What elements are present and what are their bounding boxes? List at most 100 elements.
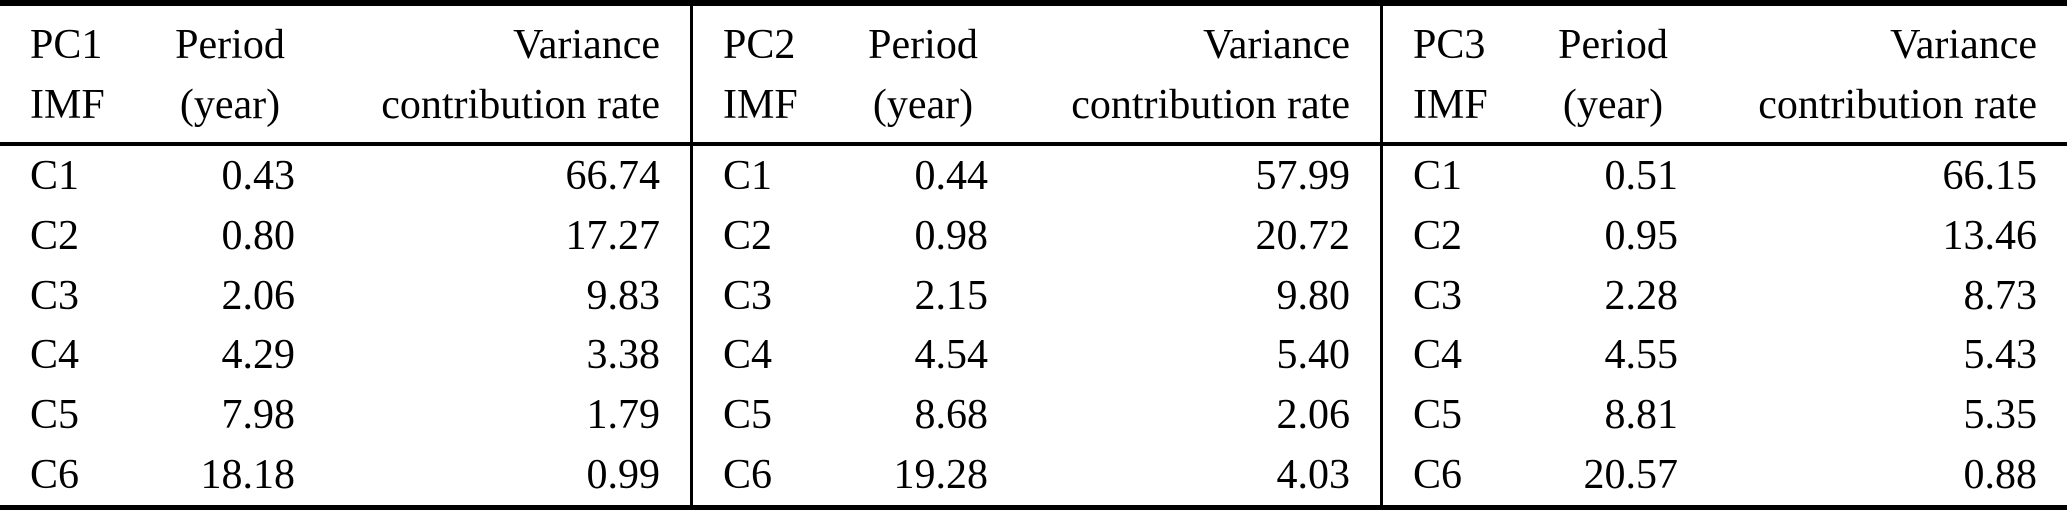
- cell-period: 4.54: [914, 332, 989, 379]
- header-period-label: Period: [868, 22, 978, 68]
- row-pc3-c5: C5 8.81 5.35: [1383, 385, 2067, 445]
- row-pc2-c4: C4 4.54 5.40: [693, 325, 1380, 385]
- cell-imf: C3: [1413, 272, 1463, 319]
- cell-variance: 9.80: [1276, 272, 1351, 319]
- row-pc2-c1: C1 0.44 57.99: [693, 146, 1380, 206]
- cell-period: 4.55: [1604, 332, 1679, 379]
- row-pc2-c2: C2 0.98 20.72: [693, 206, 1380, 266]
- header-period-label: Period: [1558, 22, 1668, 68]
- cell-variance: 5.35: [1963, 392, 2038, 439]
- header-variance-sublabel: contribution rate: [381, 82, 660, 128]
- cell-imf: C4: [30, 332, 80, 379]
- header-variance-label: Variance: [1203, 22, 1350, 68]
- panel-pc1-body: C1 0.43 66.74 C2 0.80 17.27 C3 2.06 9.83…: [0, 146, 690, 505]
- cell-imf: C6: [30, 452, 80, 499]
- cell-period: 2.06: [221, 272, 296, 319]
- cell-period: 2.28: [1604, 272, 1679, 319]
- cell-imf: C5: [1413, 392, 1463, 439]
- row-pc1-c4: C4 4.29 3.38: [0, 325, 690, 385]
- table-bottom-rule: [0, 505, 2067, 510]
- row-pc3-c3: C3 2.28 8.73: [1383, 266, 2067, 326]
- row-pc3-c6: C6 20.57 0.88: [1383, 445, 2067, 505]
- cell-period: 0.95: [1604, 212, 1679, 259]
- row-pc2-c3: C3 2.15 9.80: [693, 266, 1380, 326]
- header-period-label: Period: [175, 22, 285, 68]
- cell-imf: C2: [1413, 212, 1463, 259]
- cell-period: 0.80: [221, 212, 296, 259]
- panel-pc1-header: PC1 IMF Period (year) Variance contribut…: [0, 6, 690, 146]
- panel-pc3-header: PC3 IMF Period (year) Variance contribut…: [1383, 6, 2067, 146]
- cell-variance: 8.73: [1963, 272, 2038, 319]
- cell-variance: 2.06: [1276, 392, 1351, 439]
- panel-pc2-header: PC2 IMF Period (year) Variance contribut…: [693, 6, 1380, 146]
- cell-period: 4.29: [221, 332, 296, 379]
- cell-variance: 13.46: [1942, 212, 2038, 259]
- header-variance-pc1: Variance contribution rate: [295, 15, 690, 135]
- cell-variance: 0.88: [1963, 452, 2038, 499]
- header-period-pc3: Period (year): [1548, 15, 1678, 135]
- header-period-unit: (year): [1562, 82, 1664, 128]
- header-imf-label: IMF: [723, 82, 798, 128]
- cell-variance: 3.38: [586, 332, 661, 379]
- cell-imf: C2: [723, 212, 773, 259]
- header-variance-sublabel: contribution rate: [1758, 82, 2037, 128]
- panel-pc3-body: C1 0.51 66.15 C2 0.95 13.46 C3 2.28 8.73…: [1383, 146, 2067, 505]
- header-imf-pc1: PC1 IMF: [0, 15, 165, 135]
- row-pc3-c1: C1 0.51 66.15: [1383, 146, 2067, 206]
- header-imf-label: IMF: [30, 82, 105, 128]
- row-pc2-c5: C5 8.68 2.06: [693, 385, 1380, 445]
- row-pc2-c6: C6 19.28 4.03: [693, 445, 1380, 505]
- header-variance-sublabel: contribution rate: [1071, 82, 1350, 128]
- cell-period: 2.15: [914, 272, 989, 319]
- cell-variance: 66.15: [1942, 152, 2038, 199]
- cell-imf: C3: [30, 272, 80, 319]
- cell-period: 0.43: [221, 152, 296, 199]
- cell-variance: 5.40: [1276, 332, 1351, 379]
- header-period-unit: (year): [179, 82, 281, 128]
- header-variance-label: Variance: [1890, 22, 2037, 68]
- cell-imf: C5: [30, 392, 80, 439]
- cell-imf: C1: [30, 152, 80, 199]
- cell-period: 7.98: [221, 392, 296, 439]
- panel-pc1: PC1 IMF Period (year) Variance contribut…: [0, 6, 690, 505]
- panel-pc3: PC3 IMF Period (year) Variance contribut…: [1380, 6, 2067, 505]
- cell-period: 0.44: [914, 152, 989, 199]
- header-pc-label: PC2: [723, 22, 796, 68]
- cell-period: 18.18: [200, 452, 296, 499]
- cell-variance: 5.43: [1963, 332, 2038, 379]
- cell-period: 20.57: [1583, 452, 1679, 499]
- cell-imf: C3: [723, 272, 773, 319]
- header-imf-pc3: PC3 IMF: [1383, 15, 1548, 135]
- cell-period: 19.28: [893, 452, 989, 499]
- cell-variance: 4.03: [1276, 452, 1351, 499]
- row-pc3-c4: C4 4.55 5.43: [1383, 325, 2067, 385]
- row-pc1-c1: C1 0.43 66.74: [0, 146, 690, 206]
- header-imf-label: IMF: [1413, 82, 1488, 128]
- cell-variance: 20.72: [1255, 212, 1351, 259]
- row-pc1-c6: C6 18.18 0.99: [0, 445, 690, 505]
- header-variance-label: Variance: [513, 22, 660, 68]
- panel-pc2: PC2 IMF Period (year) Variance contribut…: [690, 6, 1380, 505]
- panel-pc2-body: C1 0.44 57.99 C2 0.98 20.72 C3 2.15 9.80…: [693, 146, 1380, 505]
- cell-variance: 0.99: [586, 452, 661, 499]
- row-pc1-c5: C5 7.98 1.79: [0, 385, 690, 445]
- cell-period: 0.51: [1604, 152, 1679, 199]
- header-pc-label: PC1: [30, 22, 103, 68]
- header-pc-label: PC3: [1413, 22, 1486, 68]
- cell-imf: C5: [723, 392, 773, 439]
- cell-variance: 1.79: [586, 392, 661, 439]
- cell-imf: C1: [723, 152, 773, 199]
- table-panels: PC1 IMF Period (year) Variance contribut…: [0, 6, 2067, 505]
- cell-imf: C4: [723, 332, 773, 379]
- cell-imf: C1: [1413, 152, 1463, 199]
- header-period-pc2: Period (year): [858, 15, 988, 135]
- cell-period: 8.81: [1604, 392, 1679, 439]
- table-top-rule: [0, 0, 2067, 6]
- cell-period: 8.68: [914, 392, 989, 439]
- header-imf-pc2: PC2 IMF: [693, 15, 858, 135]
- cell-imf: C2: [30, 212, 80, 259]
- cell-variance: 57.99: [1255, 152, 1351, 199]
- cell-variance: 9.83: [586, 272, 661, 319]
- header-period-unit: (year): [872, 82, 974, 128]
